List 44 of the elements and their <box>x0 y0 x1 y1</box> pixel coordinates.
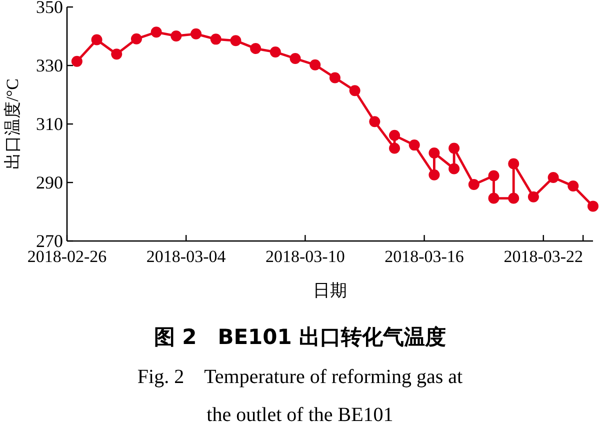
point <box>448 163 460 174</box>
y-tick-label: 350 <box>36 0 63 17</box>
point <box>150 26 162 38</box>
point <box>468 179 480 190</box>
point <box>428 169 440 180</box>
y-axis-title: 出口温度/°C <box>3 78 22 170</box>
point <box>230 35 242 46</box>
point <box>170 30 182 42</box>
point <box>111 48 122 60</box>
x-tick-label: 2018-03-16 <box>384 247 464 266</box>
point <box>270 46 281 58</box>
point <box>448 142 460 154</box>
point <box>190 28 202 40</box>
point <box>389 142 400 154</box>
point <box>488 170 500 182</box>
point <box>210 34 222 45</box>
point <box>548 172 559 184</box>
point <box>389 130 400 141</box>
x-tick-label: 2018-03-04 <box>146 247 226 266</box>
x-tick-label: 2018-03-22 <box>504 247 584 266</box>
point <box>91 34 102 46</box>
point <box>130 33 142 44</box>
point <box>588 200 598 212</box>
point <box>508 192 520 204</box>
point <box>408 140 420 151</box>
point <box>71 56 82 67</box>
x-tick-label: 2018-03-10 <box>266 247 345 266</box>
point <box>349 85 360 96</box>
point <box>369 116 380 128</box>
y-tick-label: 330 <box>36 56 63 76</box>
y-tick-label: 310 <box>36 114 63 134</box>
y-tick-label: 290 <box>36 172 63 192</box>
point <box>568 180 579 192</box>
point <box>290 52 301 64</box>
point <box>428 147 440 158</box>
point <box>528 191 539 202</box>
point <box>329 72 340 84</box>
text: Fig. 2 Temperature of reforming gas at the outlet of the BE101 <box>136 365 464 428</box>
text: 图 2 BE101 出口转化气温度 <box>152 324 448 351</box>
point <box>488 192 500 204</box>
point <box>310 59 321 70</box>
x-axis-title: 日期 <box>313 281 347 300</box>
point <box>508 158 520 170</box>
point <box>250 43 262 54</box>
